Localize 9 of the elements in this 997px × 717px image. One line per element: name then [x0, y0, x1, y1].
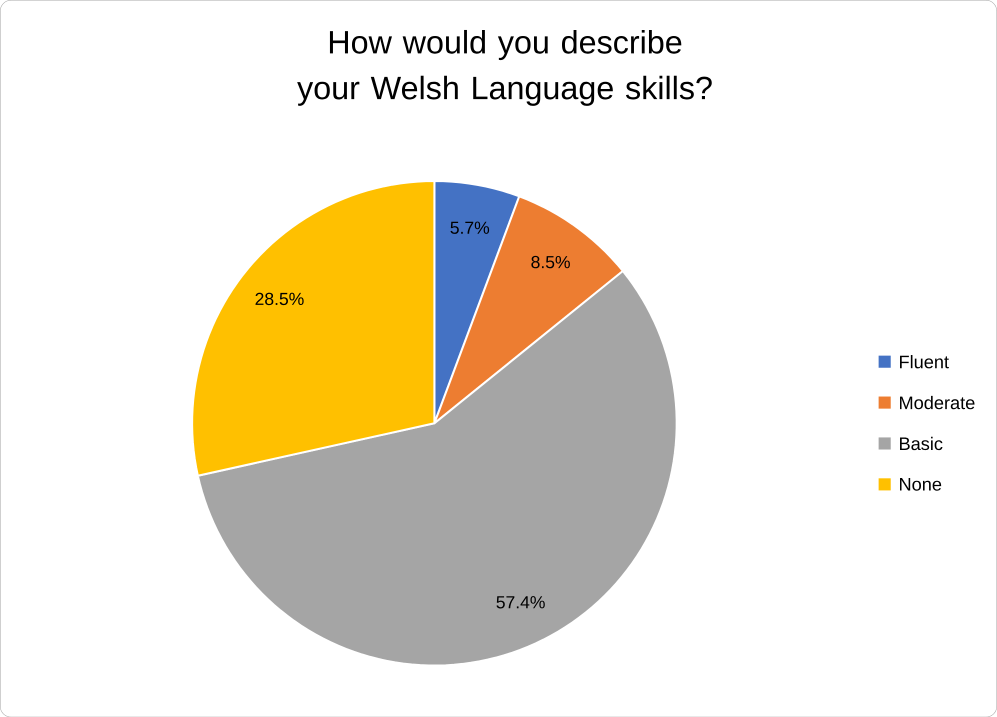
data-label: 5.7% [450, 221, 490, 234]
chart-title: How would you describe your Welsh Language skills? [297, 30, 712, 106]
legend-label: Moderate [900, 396, 974, 410]
legend-label: Basic [900, 436, 942, 450]
legend-label: Fluent [900, 354, 949, 368]
data-label: 57.4% [496, 596, 545, 608]
data-label: 28.5% [256, 292, 304, 305]
legend-label: None [900, 478, 942, 491]
data-label: 8.5% [531, 256, 570, 268]
